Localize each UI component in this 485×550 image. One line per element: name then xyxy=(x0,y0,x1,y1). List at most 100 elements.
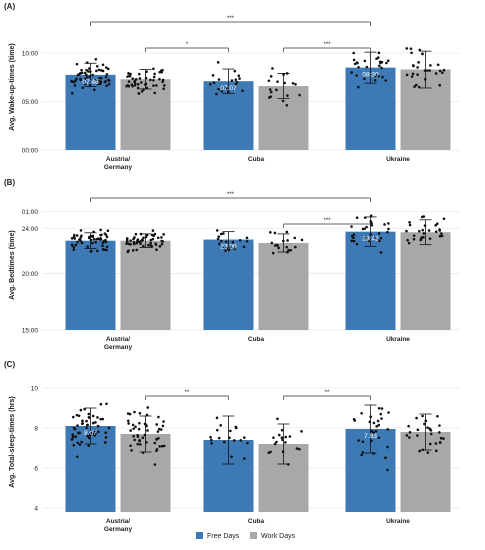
data-point xyxy=(281,450,285,454)
data-point xyxy=(142,244,145,248)
data-point xyxy=(74,435,78,439)
data-point xyxy=(83,407,87,411)
data-point xyxy=(127,80,131,83)
data-point xyxy=(131,249,135,252)
data-point xyxy=(287,248,290,252)
data-point xyxy=(142,236,145,240)
data-point xyxy=(129,239,132,242)
data-point xyxy=(215,229,219,232)
bar xyxy=(345,231,396,330)
data-point xyxy=(96,82,100,86)
legend-label-work: Work Days xyxy=(261,533,296,540)
data-point xyxy=(409,47,413,50)
data-point xyxy=(107,426,111,430)
data-point xyxy=(133,438,136,442)
panel-label: (A) xyxy=(4,2,15,11)
data-point xyxy=(374,429,378,433)
data-point xyxy=(134,232,138,236)
data-point xyxy=(90,431,94,435)
significance-label: *** xyxy=(227,192,235,198)
data-point xyxy=(126,412,130,415)
data-point xyxy=(92,238,96,241)
data-point xyxy=(209,435,212,439)
data-point xyxy=(101,417,105,421)
data-point xyxy=(434,223,437,227)
data-point xyxy=(74,243,78,247)
data-point xyxy=(277,433,281,437)
data-point xyxy=(155,448,159,451)
data-point xyxy=(412,237,416,241)
data-point xyxy=(136,82,140,86)
data-point xyxy=(245,240,249,243)
data-point xyxy=(161,424,165,428)
data-point xyxy=(95,65,99,68)
data-point xyxy=(245,236,249,240)
data-point xyxy=(137,427,141,431)
data-point xyxy=(145,424,148,428)
data-point xyxy=(209,438,213,442)
data-point xyxy=(440,232,443,235)
data-point xyxy=(156,430,160,433)
data-point xyxy=(241,89,244,93)
data-point xyxy=(352,236,355,239)
data-point xyxy=(128,72,131,76)
data-point xyxy=(298,447,301,451)
data-point xyxy=(87,412,91,416)
data-point xyxy=(273,231,277,235)
data-point xyxy=(407,241,411,245)
data-point xyxy=(269,231,272,234)
data-point xyxy=(93,433,97,437)
data-point xyxy=(237,74,241,78)
data-point xyxy=(156,236,160,240)
data-point xyxy=(162,444,166,448)
data-point xyxy=(136,434,140,437)
data-point xyxy=(153,232,157,236)
data-point xyxy=(155,84,158,87)
data-point xyxy=(101,241,105,244)
y-tick-label: 10 xyxy=(31,386,39,393)
data-point xyxy=(380,407,384,410)
data-point xyxy=(232,439,236,442)
data-point xyxy=(412,234,416,237)
data-point xyxy=(234,426,238,430)
data-point xyxy=(386,230,389,234)
data-point xyxy=(429,64,432,67)
data-point xyxy=(365,65,369,69)
data-point xyxy=(94,79,98,82)
data-point xyxy=(127,422,130,425)
data-point xyxy=(421,52,424,56)
significance-label: * xyxy=(186,42,189,48)
data-point xyxy=(138,412,142,415)
data-point xyxy=(428,442,432,446)
data-point xyxy=(149,238,153,242)
data-point xyxy=(71,80,74,84)
data-point xyxy=(230,79,234,82)
data-point xyxy=(147,243,150,247)
data-point xyxy=(99,237,102,240)
data-point xyxy=(127,84,131,88)
data-point xyxy=(152,67,155,71)
data-point xyxy=(423,224,427,227)
data-point xyxy=(234,78,238,82)
data-point xyxy=(369,214,373,218)
data-point xyxy=(138,421,141,425)
data-point xyxy=(225,86,228,90)
data-point xyxy=(106,229,110,233)
significance-label: *** xyxy=(323,42,331,48)
data-point xyxy=(441,71,444,74)
data-point xyxy=(418,48,422,52)
data-point xyxy=(376,419,380,423)
significance-label: ** xyxy=(185,390,190,396)
data-point xyxy=(136,442,140,446)
data-point xyxy=(104,75,108,79)
data-point xyxy=(386,468,389,472)
data-point xyxy=(79,239,82,242)
data-point xyxy=(76,441,79,445)
data-point xyxy=(422,232,426,235)
data-point xyxy=(219,424,223,427)
data-point xyxy=(95,249,99,253)
y-tick-label: 01:00 xyxy=(22,209,39,216)
data-point xyxy=(234,83,238,86)
data-point xyxy=(275,88,278,92)
data-point xyxy=(85,68,88,72)
